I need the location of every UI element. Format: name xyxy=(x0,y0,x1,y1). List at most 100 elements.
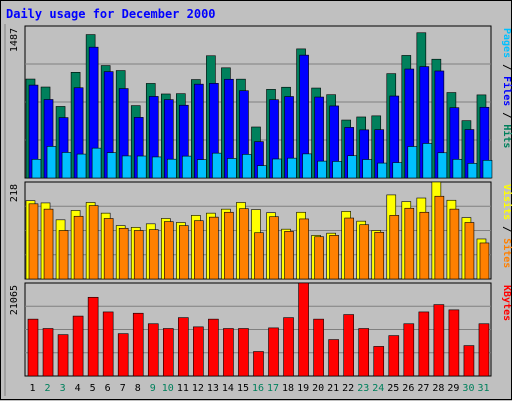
bar-pages-day-20 xyxy=(317,160,327,179)
bar-pages-day-4 xyxy=(76,153,87,179)
bar-sites-day-3 xyxy=(58,230,69,280)
bar-pages-day-9 xyxy=(151,156,162,179)
legend-separator: / xyxy=(501,220,512,238)
bar-pages-day-11 xyxy=(182,155,192,179)
bar-kbytes-day-14 xyxy=(223,328,234,377)
x-label-day-27: 27 xyxy=(417,383,429,394)
bar-sites-day-21 xyxy=(329,235,339,280)
bar-pages-day-10 xyxy=(166,158,177,179)
bar-sites-day-16 xyxy=(254,232,264,280)
bar-kbytes-day-9 xyxy=(147,323,159,377)
bar-sites-day-13 xyxy=(209,216,219,280)
bar-kbytes-day-26 xyxy=(403,323,415,377)
bar-kbytes-day-18 xyxy=(283,317,294,377)
bar-sites-day-7 xyxy=(118,227,129,280)
x-label-day-24: 24 xyxy=(372,383,384,394)
bar-kbytes-day-21 xyxy=(328,339,339,377)
bar-kbytes-day-6 xyxy=(102,311,114,377)
x-label-day-14: 14 xyxy=(222,383,234,394)
bar-sites-day-20 xyxy=(314,236,324,280)
x-label-day-22: 22 xyxy=(342,383,354,394)
bar-kbytes-day-4 xyxy=(72,315,84,377)
bar-kbytes-day-23 xyxy=(358,328,370,377)
x-label-day-8: 8 xyxy=(135,383,141,394)
bar-pages-day-8 xyxy=(136,155,147,179)
bar-sites-day-18 xyxy=(284,231,294,280)
bar-pages-day-5 xyxy=(91,147,102,179)
bar-pages-day-22 xyxy=(347,155,357,179)
bar-kbytes-day-10 xyxy=(162,328,174,377)
bar-pages-day-13 xyxy=(212,152,222,179)
x-label-day-10: 10 xyxy=(162,383,174,394)
bar-kbytes-day-20 xyxy=(313,318,324,377)
bar-sites-day-2 xyxy=(43,208,54,280)
legend-kbytes: KBytes xyxy=(501,285,512,321)
bar-pages-day-7 xyxy=(121,155,132,179)
bar-kbytes-day-11 xyxy=(178,317,189,377)
x-label-day-25: 25 xyxy=(387,383,399,394)
bar-sites-day-5 xyxy=(88,205,99,280)
ymax-label-hits-files-pages: 1487 xyxy=(9,28,20,52)
bar-kbytes-day-30 xyxy=(463,345,475,377)
x-label-day-6: 6 xyxy=(105,383,111,394)
bar-sites-day-6 xyxy=(103,218,114,280)
bar-sites-day-4 xyxy=(73,215,84,280)
x-label-day-26: 26 xyxy=(402,383,414,394)
bar-kbytes-day-13 xyxy=(208,318,219,377)
bar-kbytes-day-12 xyxy=(193,326,204,377)
bar-sites-day-8 xyxy=(133,230,144,280)
bar-sites-day-10 xyxy=(163,221,174,280)
x-label-day-21: 21 xyxy=(327,383,339,394)
legend-entry-sites: Sites xyxy=(501,238,512,268)
legend-visits-sites: Visits / Sites xyxy=(501,184,512,268)
bar-kbytes-day-5 xyxy=(87,296,99,377)
bar-kbytes-day-15 xyxy=(238,328,249,377)
bar-pages-day-6 xyxy=(106,152,117,179)
bar-sites-day-25 xyxy=(389,215,400,280)
bar-kbytes-day-29 xyxy=(448,309,460,377)
ymax-label-visits-sites: 218 xyxy=(9,184,20,202)
bar-sites-day-22 xyxy=(344,217,354,280)
bar-pages-day-17 xyxy=(272,158,282,179)
legend-entry-kbytes: KBytes xyxy=(501,285,512,321)
legend-entry-visits: Visits xyxy=(501,184,512,220)
legend-entry-files: Files xyxy=(501,76,512,106)
bar-pages-day-2 xyxy=(46,146,57,179)
x-label-day-5: 5 xyxy=(90,383,96,394)
bar-sites-day-30 xyxy=(464,222,475,280)
bar-pages-day-3 xyxy=(61,152,72,179)
bar-pages-day-23 xyxy=(362,159,373,179)
legend-separator: / xyxy=(501,58,512,76)
bar-sites-day-15 xyxy=(239,208,249,280)
x-label-day-1: 1 xyxy=(30,383,36,394)
bar-sites-day-12 xyxy=(194,220,204,280)
legend-entry-pages: Pages xyxy=(501,28,512,58)
legend-separator: / xyxy=(501,106,512,124)
bar-pages-day-19 xyxy=(302,153,312,179)
bar-pages-day-29 xyxy=(452,158,463,179)
page-title: Daily usage for December 2000 xyxy=(6,7,216,21)
x-label-day-29: 29 xyxy=(447,383,459,394)
bar-kbytes-day-31 xyxy=(478,323,490,377)
bar-sites-day-1 xyxy=(28,203,39,280)
bar-kbytes-day-24 xyxy=(373,346,385,377)
bar-sites-day-14 xyxy=(224,211,234,280)
bar-sites-day-26 xyxy=(404,207,415,280)
x-label-day-23: 23 xyxy=(357,383,369,394)
bar-sites-day-9 xyxy=(148,229,159,280)
bar-pages-day-30 xyxy=(467,163,478,179)
bar-sites-day-23 xyxy=(359,224,370,280)
bar-kbytes-day-16 xyxy=(253,351,264,377)
bar-pages-day-14 xyxy=(227,158,237,179)
bar-pages-day-28 xyxy=(437,152,448,179)
bar-kbytes-day-27 xyxy=(418,311,430,377)
bar-pages-day-1 xyxy=(31,158,42,179)
bar-sites-day-17 xyxy=(269,216,279,280)
bar-kbytes-day-3 xyxy=(57,334,69,377)
x-label-day-19: 19 xyxy=(297,383,309,394)
bar-pages-day-18 xyxy=(287,157,297,179)
bar-sites-day-31 xyxy=(479,242,490,280)
bar-pages-day-27 xyxy=(422,143,433,179)
x-label-day-30: 30 xyxy=(462,383,474,394)
